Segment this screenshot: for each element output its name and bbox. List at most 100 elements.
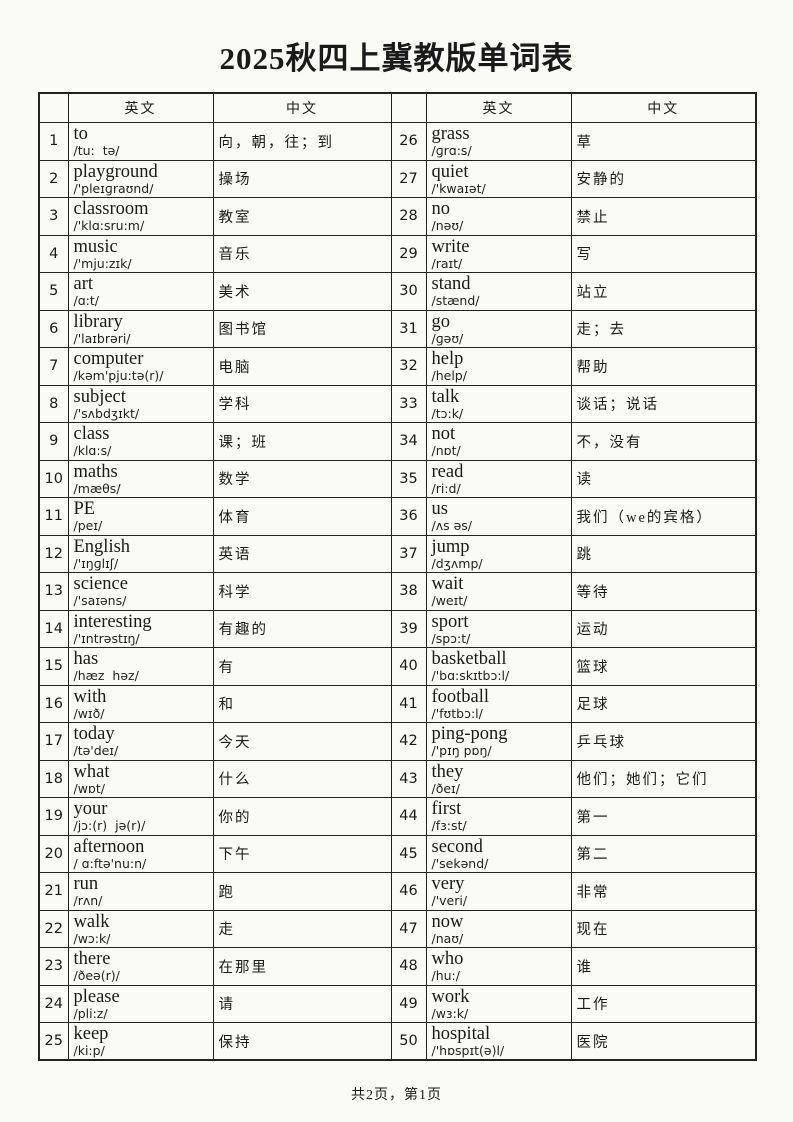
entry-meaning: 乒乓球 [570, 722, 757, 761]
entry-phonetic: /'mju:zɪk/ [73, 255, 132, 271]
entry-word: wait [431, 574, 464, 594]
entry-phonetic: /ðeə(r)/ [73, 968, 120, 983]
word-table-row: 16 with/wɪð/和 41 football/'fʊtbɔ:l/足球 [38, 684, 757, 723]
entry-meaning: 医院 [570, 1022, 757, 1061]
entry-english-cell: maths/mæθs/ [67, 459, 214, 498]
entry-word: what [73, 761, 110, 782]
entry-word: quiet [431, 161, 469, 182]
entry-number: 16 [38, 684, 69, 723]
entry-number: 34 [390, 422, 427, 461]
entry-phonetic: /fɜ:st/ [431, 818, 467, 833]
entry-meaning: 图书馆 [212, 309, 392, 348]
header-english-left: 英文 [67, 92, 214, 123]
entry-number: 39 [390, 609, 427, 648]
entry-word: English [73, 536, 131, 557]
entry-number: 1 [38, 122, 69, 161]
entry-meaning: 英语 [212, 534, 392, 573]
entry-meaning: 教室 [212, 197, 392, 236]
entry-meaning: 有 [212, 647, 392, 686]
entry-english-cell: your/jɔ:(r) jə(r)/ [67, 797, 214, 836]
entry-phonetic: /wɒt/ [73, 780, 105, 796]
entry-english-cell: now/naʊ/ [425, 909, 572, 948]
entry-word: write [431, 236, 470, 257]
entry-word: playground [73, 161, 158, 182]
entry-word: very [431, 874, 465, 894]
entry-meaning: 电脑 [212, 347, 392, 386]
entry-english-cell: interesting/'ɪntrəstɪŋ/ [67, 609, 214, 648]
entry-word: library [73, 311, 123, 332]
entry-word: class [73, 424, 110, 444]
entry-meaning: 他们；她们；它们 [570, 759, 757, 798]
entry-meaning: 体育 [212, 497, 392, 536]
entry-meaning: 有趣的 [212, 609, 392, 648]
entry-number: 43 [390, 759, 427, 798]
entry-number: 3 [38, 197, 69, 236]
entry-phonetic: /'fʊtbɔ:l/ [431, 705, 483, 721]
header-chinese-left: 中文 [212, 92, 392, 123]
entry-meaning: 音乐 [212, 234, 392, 273]
entry-number: 9 [38, 422, 69, 461]
entry-word: not [431, 424, 456, 444]
entry-english-cell: not/nɒt/ [425, 422, 572, 461]
entry-number: 17 [38, 722, 69, 761]
entry-meaning: 走；去 [570, 309, 757, 348]
entry-word: second [431, 836, 483, 857]
entry-number: 29 [390, 234, 427, 273]
entry-phonetic: /'ɪŋɡlɪʃ/ [73, 555, 119, 571]
entry-word: stand [431, 274, 471, 294]
entry-number: 41 [390, 684, 427, 723]
entry-english-cell: work/wɜ:k/ [425, 984, 572, 1023]
entry-meaning: 课；班 [212, 422, 392, 461]
entry-english-cell: talk/tɔ:k/ [425, 384, 572, 423]
entry-meaning: 和 [212, 684, 392, 723]
entry-meaning: 操场 [212, 159, 392, 198]
entry-number: 22 [38, 909, 69, 948]
word-table-row: 7 computer/kəm'pju:tə(r)/电脑 32 help/help/帮助 [38, 347, 757, 386]
entry-english-cell: help/help/ [425, 347, 572, 386]
entry-english-cell: keep/ki:p/ [67, 1022, 214, 1061]
entry-english-cell: today/tə'deɪ/ [67, 722, 214, 761]
entry-english-cell: wait/weɪt/ [425, 572, 572, 611]
entry-number: 37 [390, 534, 427, 573]
entry-word: music [73, 236, 118, 257]
entry-phonetic: /hæz həz/ [73, 668, 139, 683]
entry-meaning: 科学 [212, 572, 392, 611]
word-table-row: 23 there/ðeə(r)/在那里 48 who/hu:/谁 [38, 947, 757, 986]
word-table-row: 13 science/'saɪəns/科学 38 wait/weɪt/等待 [38, 572, 757, 611]
entry-phonetic: /hu:/ [431, 968, 460, 983]
entry-phonetic: /spɔ:t/ [431, 630, 471, 646]
entry-meaning: 跳 [570, 534, 757, 573]
entry-word: keep [73, 1024, 109, 1044]
entry-english-cell: playground/'pleɪɡraʊnd/ [67, 159, 214, 198]
entry-english-cell: science/'saɪəns/ [67, 572, 214, 611]
entry-phonetic: /'laɪbrəri/ [73, 330, 131, 346]
entry-number: 4 [38, 234, 69, 273]
entry-english-cell: there/ðeə(r)/ [67, 947, 214, 986]
word-table-row: 18 what/wɒt/什么 43 they/ðeɪ/他们；她们；它们 [38, 759, 757, 798]
entry-phonetic: /pli:z/ [73, 1005, 108, 1021]
entry-meaning: 谁 [570, 947, 757, 986]
entry-number: 21 [38, 872, 69, 911]
entry-meaning: 在那里 [212, 947, 392, 986]
entry-number: 30 [390, 272, 427, 311]
entry-number: 13 [38, 572, 69, 611]
entry-phonetic: /wɪð/ [73, 705, 105, 721]
entry-phonetic: /naʊ/ [431, 930, 464, 946]
word-table-row: 4 music/'mju:zɪk/音乐 29 write/raɪt/写 [38, 234, 757, 273]
entry-number: 28 [390, 197, 427, 236]
word-table-row: 15 has/hæz həz/有 40 basketball/'bɑ:skɪtbɔ:l… [38, 647, 757, 686]
entry-phonetic: /tə'deɪ/ [73, 743, 119, 758]
entry-english-cell: basketball/'bɑ:skɪtbɔ:l/ [425, 647, 572, 686]
entry-word: basketball [431, 649, 507, 669]
entry-word: your [73, 799, 108, 819]
entry-number: 2 [38, 159, 69, 198]
entry-meaning: 运动 [570, 609, 757, 648]
entry-english-cell: please/pli:z/ [67, 984, 214, 1023]
entry-number: 32 [390, 347, 427, 386]
entry-phonetic: /'sekənd/ [431, 855, 489, 871]
word-table-row: 6 library/'laɪbrəri/图书馆 31 go/ɡəʊ/走；去 [38, 309, 757, 348]
entry-meaning: 向，朝，往；到 [212, 122, 392, 161]
entry-phonetic: /stænd/ [431, 293, 480, 308]
entry-number: 40 [390, 647, 427, 686]
entry-number: 35 [390, 459, 427, 498]
